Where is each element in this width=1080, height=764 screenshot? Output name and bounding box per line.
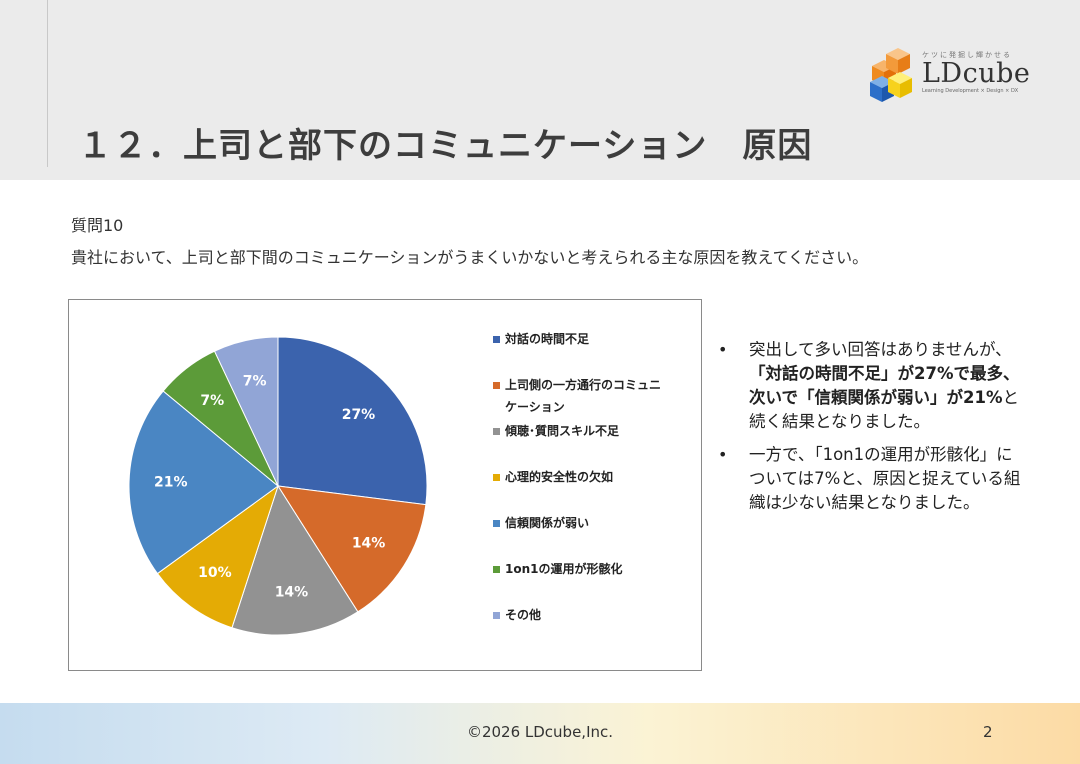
pie-data-label-0: 27%	[342, 407, 376, 423]
legend-swatch	[493, 474, 500, 481]
legend-swatch	[493, 428, 500, 435]
question-text: 貴社において、上司と部下間のコミュニケーションがうまくいかないと考えられる主な原…	[71, 248, 869, 267]
pie-chart: 27% 14% 14% 10% 21% 7% 7%	[128, 336, 428, 636]
pie-slice-3	[156, 484, 279, 629]
legend-swatch	[493, 566, 500, 573]
note1-emphasis-2: 次いで「信頼関係が弱い」が21%	[749, 388, 1003, 407]
pie-data-label-1: 14%	[352, 535, 386, 551]
page-title: １２．上司と部下のコミュニケーション 原因	[78, 126, 813, 166]
legend-label: 信頼関係が弱い	[505, 516, 590, 530]
cube-logo-icon	[870, 48, 912, 102]
legend-item-0: 対話の時間不足	[493, 328, 698, 350]
chart-frame: 27% 14% 14% 10% 21% 7% 7% 対話の時間不足上司側の一方通行のコミュニ…	[68, 299, 702, 671]
pie-data-label-6: 7%	[243, 373, 267, 389]
legend-item-6: その他	[493, 604, 698, 626]
summary-notes: • 突出して多い回答はありませんが、 「対話の時間不足」が27%で最多、 次いで…	[718, 338, 1063, 524]
note1-line3: 次いで「信頼関係が弱い」が21%と	[749, 386, 1063, 410]
legend-label: 傾聴･質問スキル不足	[505, 424, 620, 438]
legend-label: 心理的安全性の欠如	[505, 470, 614, 484]
logo-wordmark: LDcube	[922, 58, 1031, 89]
copyright-text: ©2026 LDcube,Inc.	[466, 723, 614, 741]
legend-label: 1on1の運用が形骸化	[505, 562, 623, 576]
ldcube-logo: ケツに発掘し輝かせる LDcube Learning Development ×…	[866, 44, 1036, 104]
note1-line4: 続く結果となりました。	[749, 412, 931, 431]
pie-data-label-4: 21%	[154, 475, 188, 491]
pie-slice-6	[213, 336, 279, 487]
legend-swatch	[493, 520, 500, 527]
legend-swatch	[493, 382, 500, 389]
pie-data-label-3: 10%	[198, 565, 232, 581]
bullet-marker: •	[718, 340, 728, 359]
note1-emphasis-1: 「対話の時間不足」が27%で最多、	[749, 364, 1020, 383]
legend-item-3: 心理的安全性の欠如	[493, 466, 698, 488]
question-number: 質問10	[71, 216, 124, 235]
pie-slice-1	[277, 485, 427, 613]
footer-band: ©2026 LDcube,Inc. 2	[0, 703, 1080, 764]
note1-line2: 「対話の時間不足」が27%で最多、	[749, 362, 1063, 386]
legend-label: 上司側の一方通行のコミュニ ケーション	[505, 378, 662, 414]
note1-tail: と	[1002, 388, 1020, 407]
legend-swatch	[493, 612, 500, 619]
legend-item-5: 1on1の運用が形骸化	[493, 558, 698, 580]
legend-item-1: 上司側の一方通行のコミュニ ケーション	[493, 374, 698, 418]
pie-data-label-2: 14%	[275, 584, 309, 600]
note2-line3: 織は少ない結果となりました。	[749, 493, 980, 512]
legend-swatch	[493, 336, 500, 343]
pie-slice-2	[231, 484, 359, 636]
pie-slice-4	[128, 390, 279, 575]
note2-line2: ついては7%と、原因と捉えている組	[749, 469, 1021, 488]
pie-slice-0	[277, 336, 428, 506]
summary-note-2: • 一方で、「1on1の運用が形骸化」に ついては7%と、原因と捉えている組 織…	[718, 443, 1063, 515]
legend-label: その他	[505, 608, 542, 622]
summary-note-1: • 突出して多い回答はありませんが、 「対話の時間不足」が27%で最多、 次いで…	[718, 338, 1063, 434]
header-band: １２．上司と部下のコミュニケーション 原因 ケツに発掘し輝かせる LDcube …	[0, 0, 1080, 180]
legend-item-4: 信頼関係が弱い	[493, 512, 698, 534]
logo-tagline: ケツに発掘し輝かせる	[922, 51, 1012, 59]
note2-line1: 一方で、「1on1の運用が形骸化」に	[749, 445, 1013, 464]
legend-label: 対話の時間不足	[505, 332, 590, 346]
logo-subtitle: Learning Development × Design × DX	[922, 88, 1019, 94]
note1-line1: 突出して多い回答はありませんが、	[749, 340, 1012, 359]
pie-data-label-5: 7%	[200, 393, 224, 409]
legend-item-2: 傾聴･質問スキル不足	[493, 420, 698, 442]
bullet-marker: •	[718, 445, 728, 464]
header-divider	[47, 0, 48, 167]
page-number: 2	[983, 723, 993, 741]
